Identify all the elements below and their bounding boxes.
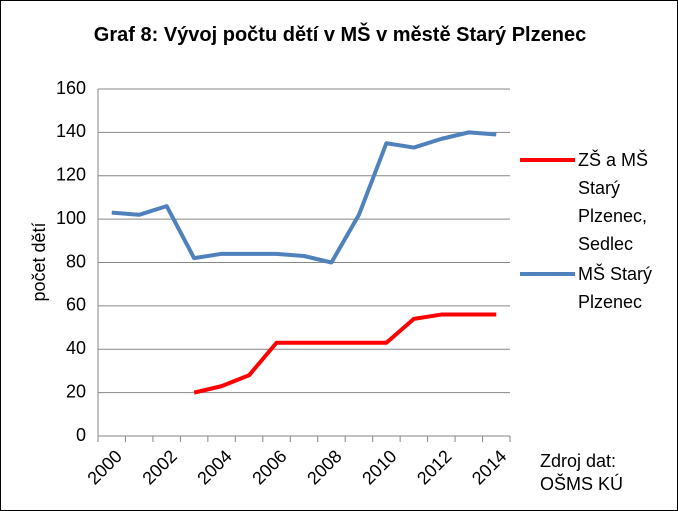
y-tick-label: 20 (66, 381, 86, 401)
y-tick-label: 100 (56, 208, 86, 228)
y-tick-label: 160 (56, 78, 86, 98)
y-axis-label: počet dětí (29, 222, 49, 301)
source-note: Zdroj dat: OŠMS KÚ (540, 451, 624, 494)
chart-title: Graf 8: Vývoj počtu dětí v MŠ v městě St… (93, 24, 587, 46)
legend-label: MŠ Starý Plzenec (578, 264, 653, 312)
legend-label: ZŠ a MŠ Starý Plzenec, Sedlec (578, 150, 649, 254)
series-line (193, 312, 497, 395)
y-tick-label: 80 (66, 251, 86, 271)
y-tick-label: 60 (66, 295, 86, 315)
y-tick-label: 0 (76, 425, 86, 445)
y-tick-label: 140 (56, 121, 86, 141)
y-tick-label: 40 (66, 338, 86, 358)
series-line (111, 130, 497, 265)
y-tick-label: 120 (56, 165, 86, 185)
